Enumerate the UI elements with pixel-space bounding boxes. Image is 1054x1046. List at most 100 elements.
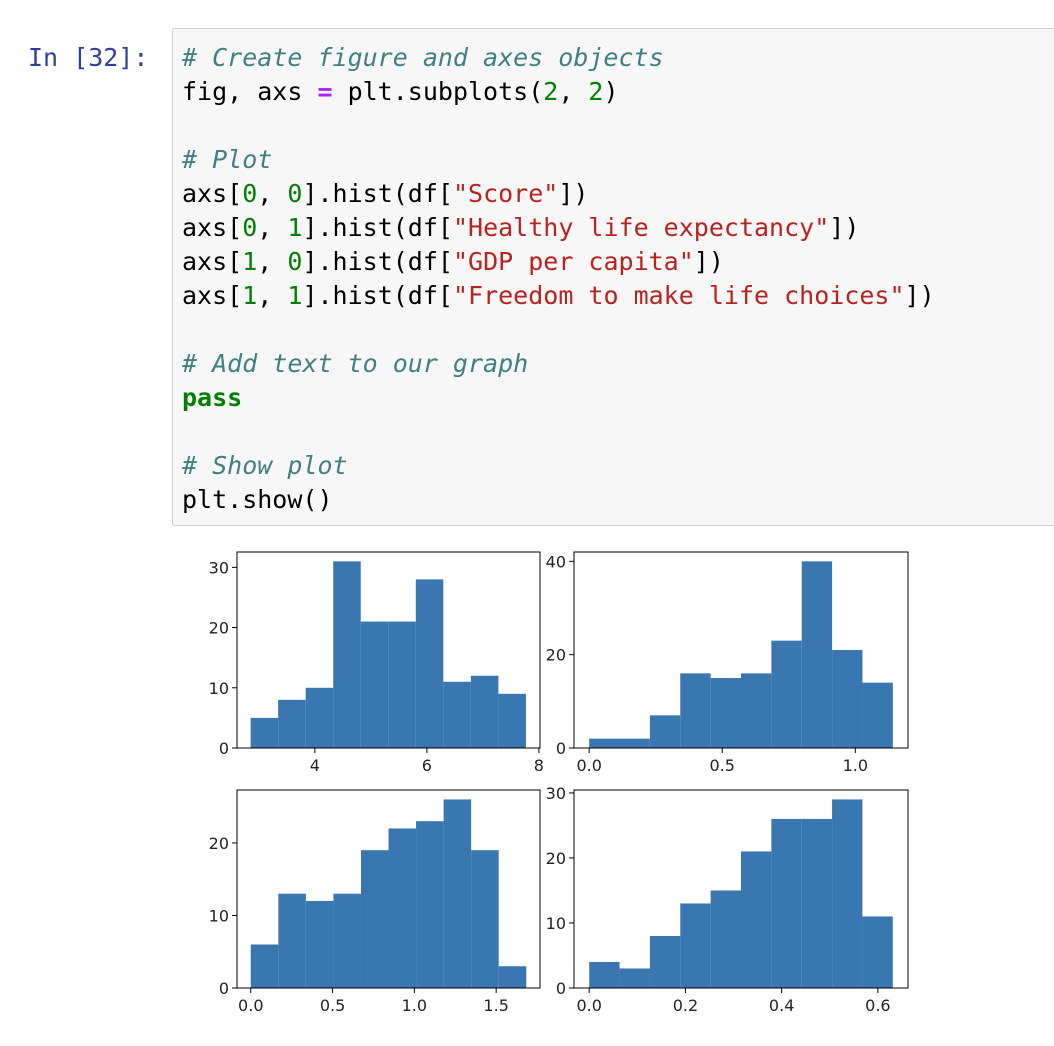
code-token: # Add text to our graph <box>181 349 528 378</box>
code-token: = <box>317 77 332 106</box>
code-line: # Plot <box>181 145 272 174</box>
histogram-bar <box>832 799 863 988</box>
code-token: 0 <box>242 179 257 208</box>
histogram-bar <box>305 687 334 748</box>
histogram-bar <box>250 717 279 748</box>
code-line: axs[0, 0].hist(df["Score"]) <box>182 179 588 208</box>
code-line: pass <box>182 383 242 412</box>
y-tick-label: 20 <box>546 646 566 665</box>
x-tick-label: 8 <box>534 756 544 775</box>
histogram-bar <box>498 693 526 748</box>
histogram-bar <box>741 673 772 748</box>
histogram-bar <box>680 673 711 748</box>
code-token: "Freedom to make life choices" <box>453 281 905 310</box>
histogram-bar <box>710 678 741 748</box>
code: # Create figure and axes objects fig, axs… <box>181 43 935 514</box>
code-token: , <box>558 77 588 106</box>
y-tick-label: 0 <box>556 979 566 998</box>
axes-frame <box>236 789 541 989</box>
histogram-bar <box>801 561 833 748</box>
axes-frame <box>573 789 909 989</box>
code-token: ].hist(df[ <box>302 281 453 310</box>
code-line: # Show plot <box>181 451 348 480</box>
histogram-bar <box>416 821 444 988</box>
code-token: , <box>257 213 287 242</box>
code-token: axs[ <box>182 247 242 276</box>
histogram-bar <box>250 944 279 988</box>
code-line: plt.show() <box>182 485 333 514</box>
code-line: axs[1, 0].hist(df["GDP per capita"]) <box>182 247 724 276</box>
histogram-bar <box>589 961 620 988</box>
code-token: ]) <box>829 213 859 242</box>
histogram-bar <box>470 675 499 748</box>
code-cell[interactable] <box>172 28 1054 526</box>
histogram-bar <box>278 699 306 748</box>
code-line: # Create figure and axes objects <box>181 43 664 72</box>
x-tick-label: 1.0 <box>402 996 427 1015</box>
histogram-bar <box>471 850 499 988</box>
histogram-bar <box>619 738 650 748</box>
code-token: # Create figure and axes objects <box>181 43 664 72</box>
code-token: 2 <box>543 77 558 106</box>
histogram-bar <box>649 715 681 748</box>
code-token: plt.show() <box>182 485 333 514</box>
code-token: fig, axs <box>182 77 317 106</box>
x-tick-label: 1.5 <box>483 996 508 1015</box>
y-tick-label: 40 <box>546 552 566 571</box>
code-token: "GDP per capita" <box>453 247 694 276</box>
y-tick-label: 20 <box>209 834 229 853</box>
histogram-bar <box>741 851 772 988</box>
histogram-bar <box>388 621 416 748</box>
histogram-bar <box>649 935 681 988</box>
code-token: ].hist(df[ <box>302 179 453 208</box>
code-token: , <box>257 281 287 310</box>
code-token: ]) <box>905 281 935 310</box>
code-token: axs[ <box>182 281 242 310</box>
y-tick-label: 20 <box>209 619 229 638</box>
histogram-bar <box>388 828 417 988</box>
code-token: axs[ <box>182 213 242 242</box>
code-token: "Score" <box>453 179 558 208</box>
axes-frame <box>573 551 909 749</box>
x-tick-label: 0.0 <box>576 756 601 775</box>
code-token: 0 <box>287 179 302 208</box>
code-token: 0 <box>287 247 302 276</box>
x-tick-label: 0.0 <box>576 996 601 1015</box>
histogram-bar <box>333 561 361 748</box>
cell-prompt: In [32]: <box>28 43 148 72</box>
axes-frame <box>236 551 541 749</box>
histogram-bar <box>278 893 306 988</box>
y-tick-label: 30 <box>546 784 566 803</box>
code-token: , <box>257 247 287 276</box>
code-token: "Healthy life expectancy" <box>453 213 829 242</box>
code-line: axs[0, 1].hist(df["Healthy life expectan… <box>182 213 859 242</box>
code-token: # Show plot <box>181 451 348 480</box>
code-token: ]) <box>694 247 724 276</box>
histogram-bar <box>305 900 334 988</box>
code-token: 2 <box>588 77 603 106</box>
x-tick-label: 0.2 <box>673 996 698 1015</box>
code-token: 0 <box>242 213 257 242</box>
histogram-bar <box>443 681 471 748</box>
code-token: ]) <box>558 179 588 208</box>
code-token: pass <box>182 383 242 412</box>
histogram-bar <box>333 893 361 988</box>
y-tick-label: 0 <box>219 979 229 998</box>
x-tick-label: 0.6 <box>865 996 890 1015</box>
code-token: 1 <box>287 213 302 242</box>
histogram-bar <box>443 799 472 988</box>
histogram-bar <box>360 850 389 988</box>
code-token: , <box>257 179 287 208</box>
code-token: axs[ <box>182 179 242 208</box>
histogram-bar <box>360 621 389 748</box>
histogram-bar <box>862 916 893 988</box>
histogram-bar <box>710 890 741 988</box>
histogram-bar <box>771 640 802 748</box>
histogram-bar <box>832 650 863 748</box>
histogram-bar <box>680 903 711 988</box>
histogram-bar <box>771 818 802 988</box>
x-tick-label: 0.5 <box>710 756 735 775</box>
